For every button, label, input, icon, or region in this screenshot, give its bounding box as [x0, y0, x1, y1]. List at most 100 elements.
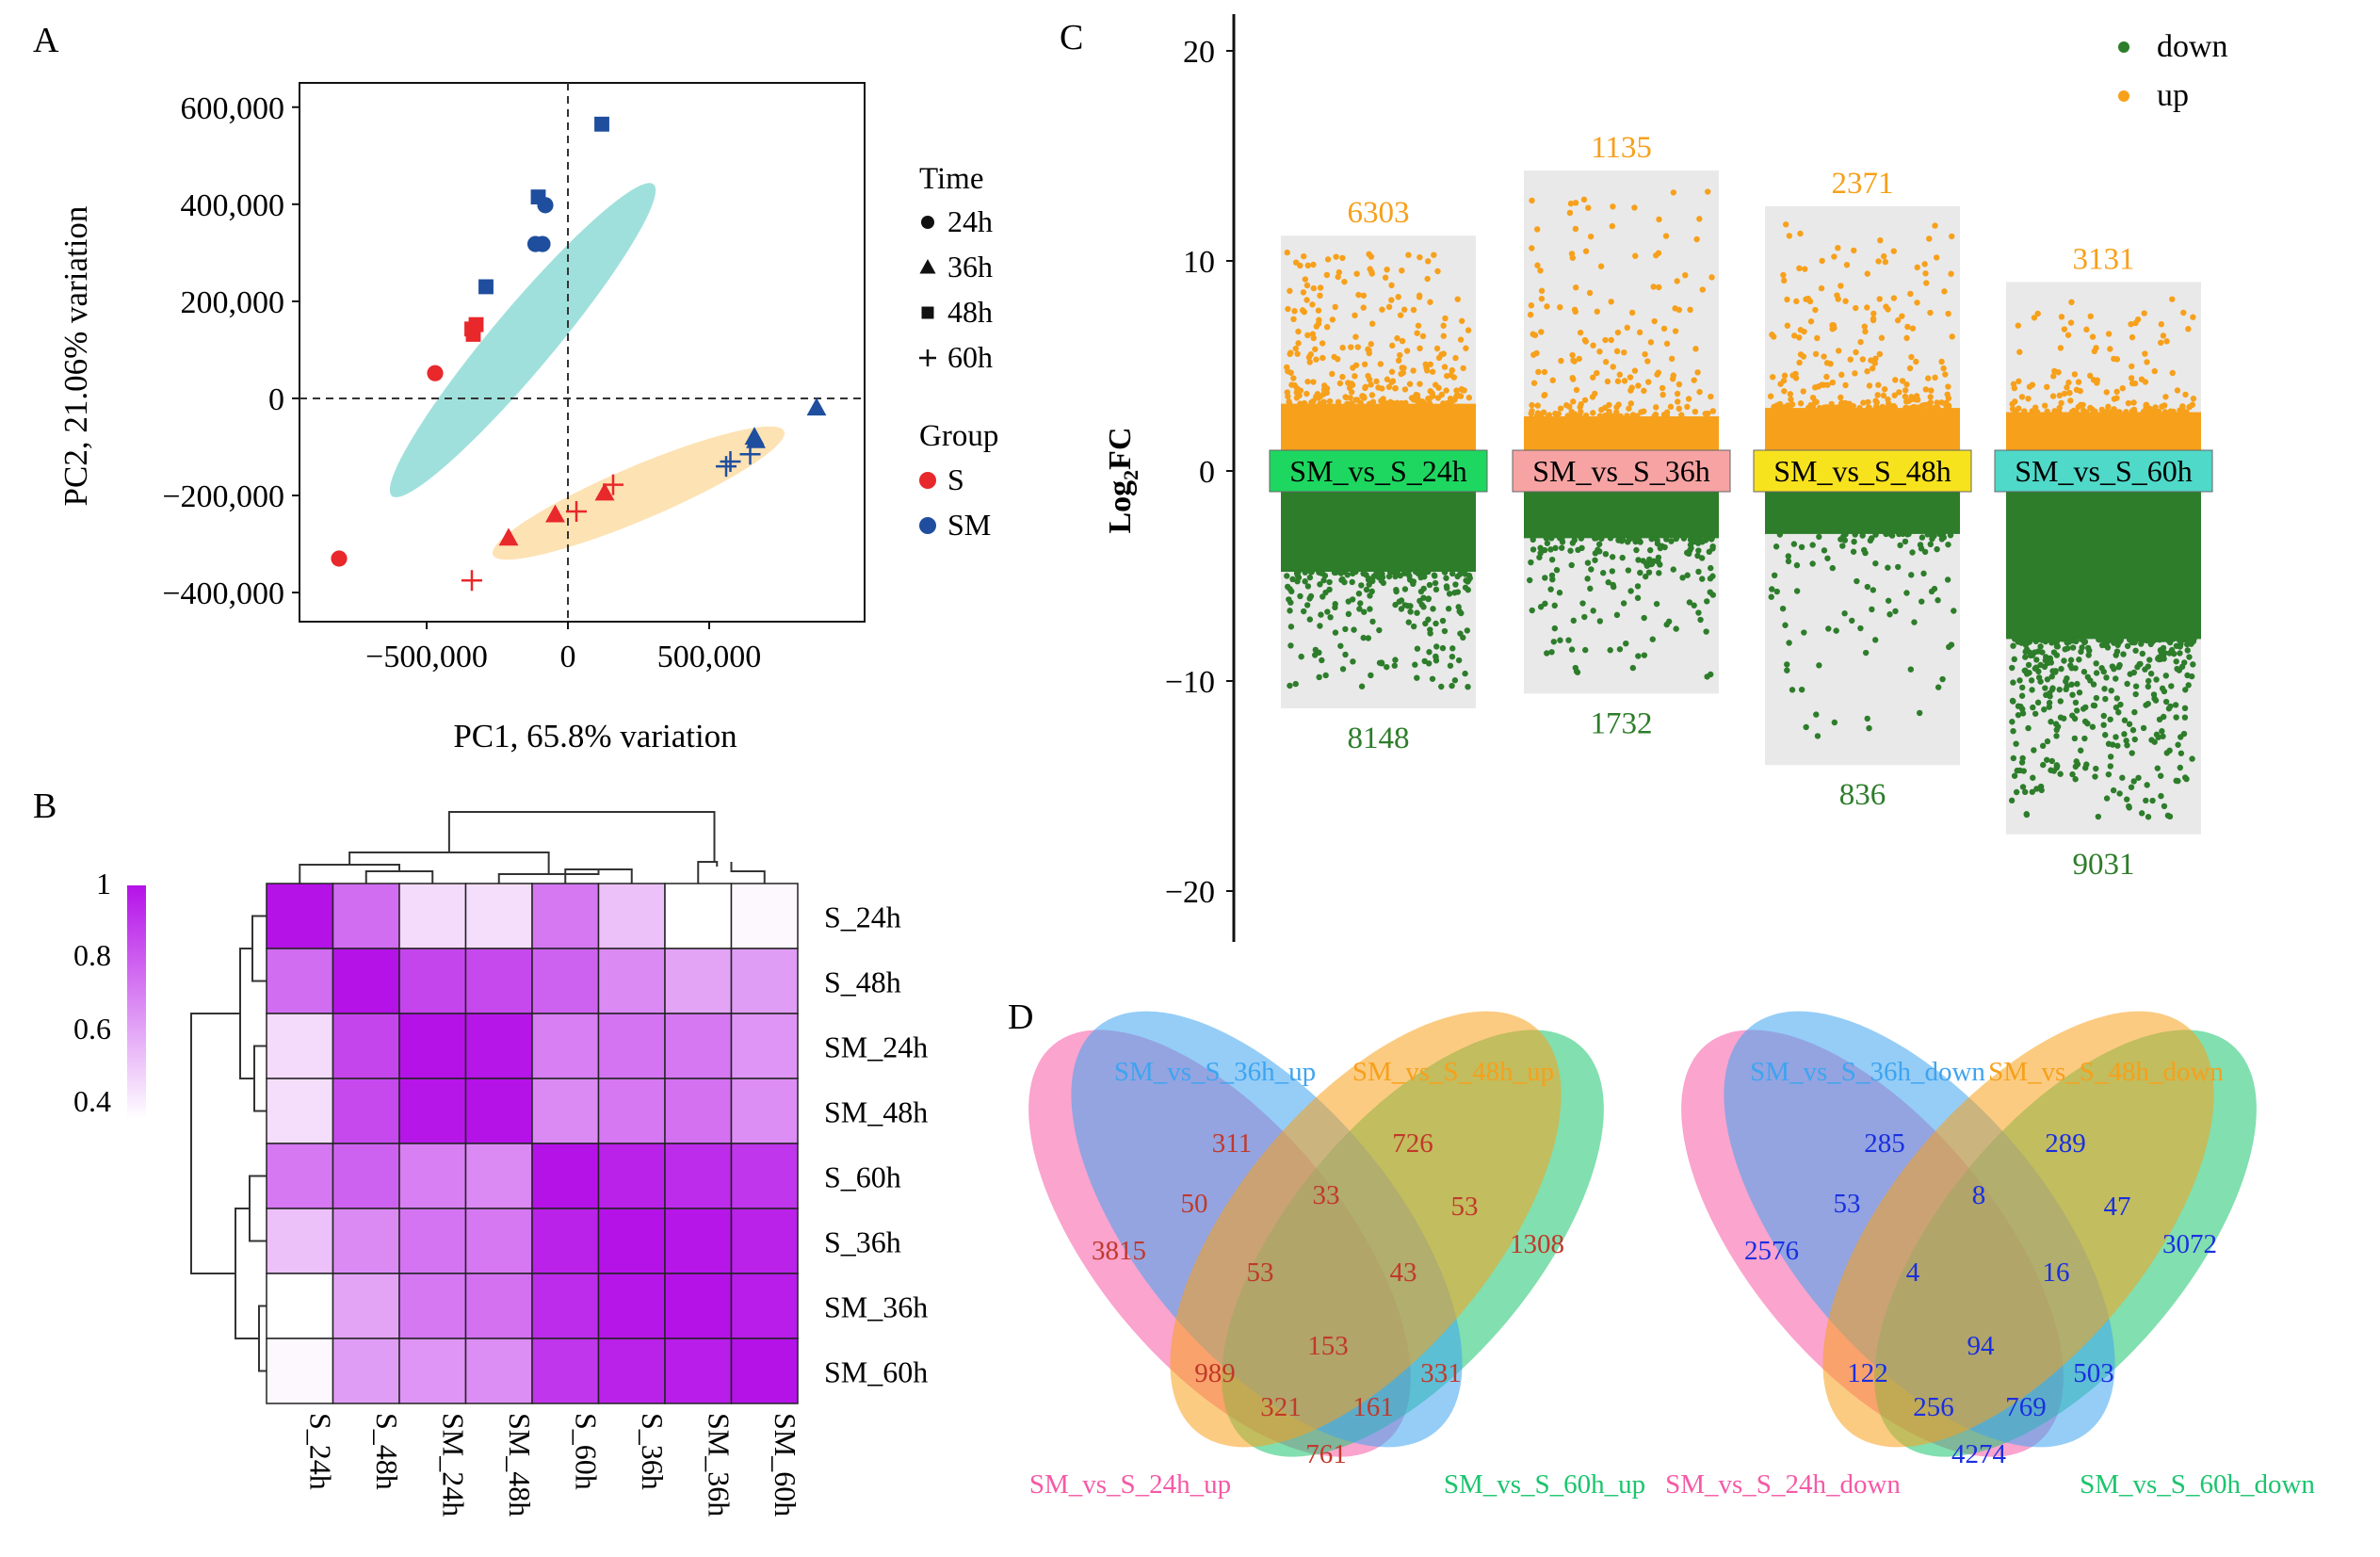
c-down-point: [2089, 723, 2097, 730]
c-up-point: [1692, 408, 1699, 415]
c-down-point: [2023, 646, 2031, 653]
c-up-point: [1397, 312, 1404, 318]
c-up-point: [2064, 332, 2072, 338]
c-down-point: [1317, 581, 1323, 588]
c-down-point: [2184, 647, 2191, 654]
c-up-point: [1460, 365, 1466, 372]
heatmap-cell: [266, 1338, 334, 1404]
c-up-point: [1857, 338, 1864, 346]
venn-region-count: 256: [1913, 1392, 1954, 1422]
c-y-axis-ticks: 20 10 0 −10 −20: [1165, 35, 1234, 910]
c-down-point: [2111, 637, 2118, 643]
c-up-point: [1675, 398, 1681, 405]
heatmap-column-labels: S_24h S_48h SM_24h SM_48h S_60h S_36h SM_36h SM…: [303, 1413, 802, 1516]
c-up-point: [1903, 404, 1910, 412]
c-down-point: [1568, 561, 1575, 569]
c-up-point: [2049, 393, 2057, 399]
c-up-point: [1453, 393, 1460, 400]
c-up-point: [1705, 410, 1711, 417]
c-down-point: [1816, 533, 1822, 541]
c-up-point: [1653, 404, 1660, 411]
c-down-point: [1593, 535, 1599, 542]
c-up-point: [1660, 325, 1668, 332]
c-up-point: [1699, 286, 1706, 293]
c-down-point: [1684, 572, 1691, 578]
c-down-point: [1565, 637, 1572, 643]
c-down-point: [2030, 704, 2036, 711]
c-up-point: [2103, 389, 2110, 396]
heatmap-cell: [398, 1013, 467, 1079]
c-up-point: [1776, 400, 1784, 408]
c-down-point: [1549, 576, 1556, 583]
c-up-point: [1535, 368, 1542, 376]
pca-point: [461, 570, 482, 592]
c-down-point: [1350, 658, 1356, 665]
pca-point: [465, 327, 481, 342]
c-down-point: [2044, 676, 2051, 683]
c-down-point: [1782, 622, 1789, 628]
c-up-point: [2067, 319, 2075, 326]
c-down-point: [1449, 653, 1456, 660]
c-up-point: [2066, 389, 2073, 397]
c-up-point: [1909, 325, 1917, 332]
c-up-point: [1361, 361, 1368, 367]
c-up-point: [1872, 355, 1879, 362]
c-down-point: [1634, 594, 1642, 602]
c-down-point: [1339, 666, 1347, 673]
c-up-point: [1392, 384, 1399, 392]
c-down-point: [2131, 708, 2138, 716]
c-down-point: [2063, 686, 2069, 693]
dendrogram-link: [235, 1208, 259, 1339]
c-down-point: [1427, 626, 1433, 633]
c-up-point: [1621, 378, 1628, 384]
c-up-point: [1572, 308, 1579, 316]
heatmap-cell: [664, 1273, 733, 1339]
c-down-point: [2180, 730, 2188, 738]
c-down-point: [2177, 650, 2183, 657]
heatmap-cell: [332, 1273, 400, 1339]
c-up-point: [1797, 230, 1804, 237]
c-group-label-box: [1269, 449, 1488, 493]
c-down-point: [2035, 648, 2042, 655]
c-up-point: [1932, 222, 1938, 229]
c-down-point: [2074, 680, 2080, 688]
c-down-point: [2139, 650, 2146, 657]
c-up-point: [1853, 304, 1859, 312]
c-up-point: [1310, 379, 1317, 385]
c-down-point: [1637, 569, 1643, 576]
c-up-point: [1864, 304, 1870, 311]
c-up-point: [1836, 404, 1842, 411]
pca-point: [603, 474, 623, 495]
c-up-point: [1943, 403, 1951, 411]
venn-region-count: 331: [1420, 1358, 1462, 1388]
c-y-tick-label: 10: [1183, 245, 1215, 280]
c-up-point: [1425, 395, 1432, 402]
heatmap-cell: [332, 1013, 400, 1079]
c-down-point: [2131, 639, 2138, 646]
c-up-point: [1415, 322, 1422, 329]
c-down-point: [1401, 586, 1409, 592]
c-down-point: [1430, 606, 1436, 612]
c-up-point: [1441, 364, 1449, 370]
c-up-point: [1880, 392, 1887, 399]
c-down-point: [2188, 673, 2195, 680]
heatmap-cell: [464, 1208, 533, 1274]
c-up-point: [1590, 374, 1596, 381]
c-up-point: [1576, 355, 1582, 363]
c-down-point: [1887, 531, 1895, 538]
c-up-point: [1894, 316, 1902, 324]
pca-point: [498, 527, 519, 546]
c-down-point: [2080, 639, 2088, 646]
c-up-point: [1587, 233, 1595, 240]
c-down-point: [2126, 803, 2132, 810]
c-down-point: [1552, 544, 1559, 552]
c-up-point: [1627, 400, 1634, 407]
c-down-point: [1809, 560, 1816, 567]
c-down-point: [1449, 570, 1456, 577]
dendrogram-link: [251, 915, 267, 982]
c-down-point: [1300, 608, 1307, 615]
heatmap-cell: [332, 1208, 400, 1274]
c-up-point: [1530, 380, 1538, 386]
c-up-point: [1938, 358, 1945, 365]
c-down-point: [1376, 626, 1383, 634]
